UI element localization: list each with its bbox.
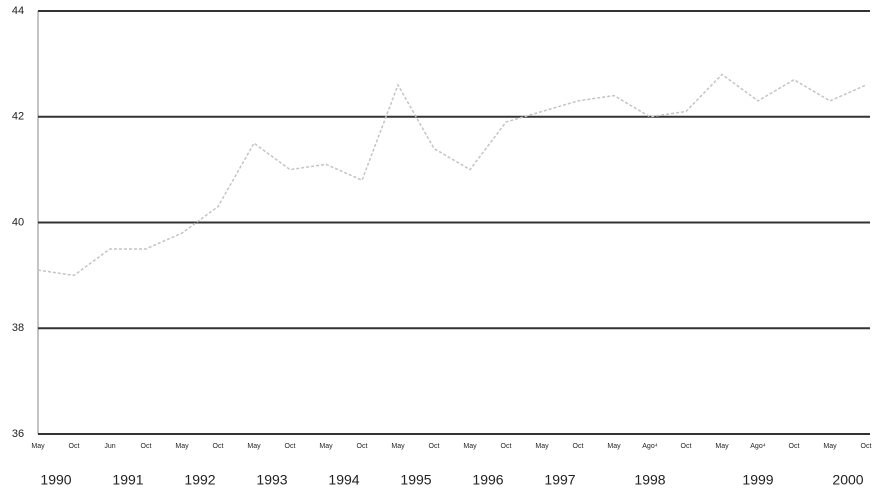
year-label: 1999 xyxy=(742,472,773,488)
x-tick-label: Oct xyxy=(789,443,800,450)
x-tick-label: May xyxy=(715,443,729,450)
y-tick-label: 44 xyxy=(12,5,24,17)
x-tick-label: Ago⁴ xyxy=(642,443,657,450)
year-label: 1990 xyxy=(40,472,71,488)
x-tick-label: May xyxy=(319,443,333,450)
x-tick-label: Oct xyxy=(69,443,80,450)
x-tick-label: May xyxy=(607,443,621,450)
x-tick-label: Oct xyxy=(213,443,224,450)
x-tick-label: Oct xyxy=(861,443,872,450)
x-tick-label: Oct xyxy=(357,443,368,450)
year-label: 1995 xyxy=(400,472,431,488)
year-label: 1993 xyxy=(256,472,287,488)
x-tick-label: May xyxy=(535,443,549,450)
x-tick-label: Oct xyxy=(141,443,152,450)
x-tick-label: Oct xyxy=(429,443,440,450)
x-tick-label: May xyxy=(31,443,45,450)
y-tick-label: 42 xyxy=(12,111,24,123)
year-label: 1997 xyxy=(544,472,575,488)
year-label: 1991 xyxy=(112,472,143,488)
year-label: 1994 xyxy=(328,472,359,488)
year-label: 1998 xyxy=(634,472,665,488)
y-tick-label: 38 xyxy=(12,322,24,334)
x-tick-label: May xyxy=(463,443,477,450)
x-tick-label: Oct xyxy=(681,443,692,450)
year-label: 2000 xyxy=(832,472,863,488)
data-line xyxy=(37,73,867,277)
year-label: 1992 xyxy=(184,472,215,488)
y-tick-label: 36 xyxy=(12,428,24,440)
x-tick-label: May xyxy=(175,443,189,450)
x-tick-label: Oct xyxy=(285,443,296,450)
x-tick-label: May xyxy=(823,443,837,450)
x-tick-label: Oct xyxy=(501,443,512,450)
year-label: 1996 xyxy=(472,472,503,488)
x-tick-label: May xyxy=(247,443,261,450)
x-tick-label: May xyxy=(391,443,405,450)
x-tick-label: Ago⁴ xyxy=(750,443,765,450)
y-tick-label: 40 xyxy=(12,216,24,228)
x-tick-label: Oct xyxy=(573,443,584,450)
x-tick-label: Jun xyxy=(104,443,115,450)
